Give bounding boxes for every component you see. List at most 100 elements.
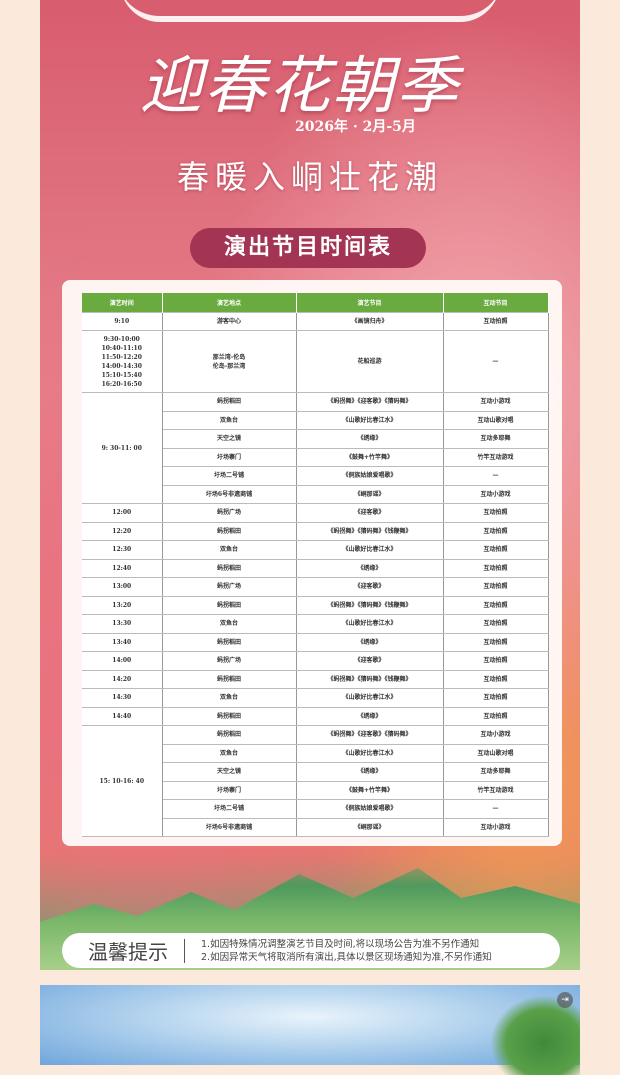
- table-row: 圩场二号铺 《侗族姑娘爱唱歌》 —: [82, 466, 549, 486]
- table-row: 13:30 双鱼台 《山歌好比春江水》 互动拍照: [82, 614, 549, 634]
- subtitle: 春暖入峒壮花潮: [176, 158, 443, 196]
- event-date: 2026年 · 2月-5月: [295, 119, 416, 135]
- cell-location: 蚂拐稻田: [162, 595, 297, 615]
- cell-location: 圩场寨门: [162, 447, 297, 467]
- cell-time: 14:00: [82, 651, 163, 671]
- schedule-table: 演艺时间 演艺地点 演艺节目 互动节目 9:10 游客中心 《画镜归舟》 互动拍照 9:…: [82, 293, 549, 837]
- cell-interactive: 互动拍照: [443, 688, 549, 708]
- exit-fullscreen-icon[interactable]: ⇥: [557, 992, 573, 1008]
- table-row: 13:20 蚂拐稻田 《蚂拐舞》《猜码舞》《钱鞭舞》 互动拍照: [82, 595, 549, 615]
- cell-location: 蚂拐广场: [162, 651, 297, 671]
- cell-interactive: 互动拍照: [443, 595, 549, 615]
- table-row: 14:00 蚂拐广场 《迎客歌》 互动拍照: [82, 651, 549, 671]
- cell-time: 12:20: [82, 521, 163, 541]
- cell-program: 《绣缘》: [296, 429, 444, 449]
- cell-interactive: 互动小游戏: [443, 392, 549, 412]
- table-row: 圩场寨门 《鼓舞+竹竿舞》 竹竿互动游戏: [82, 780, 549, 800]
- cell-program: 《侗族姑娘爱唱歌》: [296, 466, 444, 486]
- table-row: 圩场6号非遗商铺 《峒那谣》 互动小游戏: [82, 484, 549, 504]
- cell-program: 《蚂拐舞》《猜码舞》《钱鞭舞》: [296, 595, 444, 615]
- cell-location: 圩场二号铺: [162, 466, 297, 486]
- cell-program: 《蚂拐舞》《猜码舞》《钱鞭舞》: [296, 521, 444, 541]
- cell-program: 《画镜归舟》: [296, 311, 444, 331]
- tip-line: 2.如因异常天气将取消所有演出,具体以景区现场通知为准,不另作通知: [201, 951, 492, 963]
- cell-interactive: 互动多耶舞: [443, 762, 549, 782]
- cell-location: 圩场寨门: [162, 780, 297, 800]
- cell-program: 《迎客歌》: [296, 651, 444, 671]
- table-row: 14:30 双鱼台 《山歌好比春江水》 互动拍照: [82, 688, 549, 708]
- cell-program: 《绣缘》: [296, 632, 444, 652]
- cell-location: 蚂拐稻田: [162, 521, 297, 541]
- cell-program: 《蚂拐舞》《迎客歌》《猜码舞》: [296, 725, 444, 745]
- table-row: 圩场6号非遗商铺 《峒那谣》 互动小游戏: [82, 817, 549, 837]
- cell-interactive: 竹竿互动游戏: [443, 780, 549, 800]
- cell-interactive: —: [443, 330, 549, 393]
- tip-line: 1.如因特殊情况调整演艺节目及时间,将以现场公告为准不另作通知: [201, 938, 480, 950]
- cell-program: 《山歌好比春江水》: [296, 410, 444, 430]
- cell-interactive: 互动拍照: [443, 503, 549, 523]
- table-row: 12:00 蚂拐广场 《迎客歌》 互动拍照: [82, 503, 549, 523]
- table-row: 13:00 蚂拐广场 《迎客歌》 互动拍照: [82, 577, 549, 597]
- cell-interactive: 互动小游戏: [443, 725, 549, 745]
- cell-time: 15: 10-16: 40: [82, 725, 163, 837]
- cell-location: 那兰湾-伦岛 伦岛-那兰湾: [162, 330, 297, 393]
- cell-time: 13:30: [82, 614, 163, 634]
- cell-time: 13:00: [82, 577, 163, 597]
- tips-title: 温馨提示: [88, 940, 168, 964]
- main-title: 迎春花朝季: [140, 49, 461, 122]
- cell-location: 双鱼台: [162, 614, 297, 634]
- table-row: 双鱼台 《山歌好比春江水》 互动山歌对唱: [82, 410, 549, 430]
- cell-location: 蚂拐稻田: [162, 558, 297, 578]
- event-poster: 迎春花朝季 2026年 · 2月-5月 春暖入峒壮花潮 演出节目时间表 演艺时间…: [40, 0, 580, 970]
- table-header-row: 演艺时间 演艺地点 演艺节目 互动节目: [82, 293, 549, 312]
- header-program: 演艺节目: [296, 293, 444, 312]
- cell-interactive: 互动拍照: [443, 651, 549, 671]
- cell-program: 《绣缘》: [296, 762, 444, 782]
- divider: [184, 938, 185, 963]
- cell-location: 蚂拐广场: [162, 503, 297, 523]
- cell-program: 《鼓舞+竹竿舞》: [296, 447, 444, 467]
- cell-program: 《蚂拐舞》《猜码舞》《钱鞭舞》: [296, 669, 444, 689]
- table-row: 12:20 蚂拐稻田 《蚂拐舞》《猜码舞》《钱鞭舞》 互动拍照: [82, 521, 549, 541]
- cell-program: 《鼓舞+竹竿舞》: [296, 780, 444, 800]
- header-location: 演艺地点: [162, 293, 297, 312]
- cell-interactive: 互动拍照: [443, 311, 549, 331]
- cell-program: 《迎客歌》: [296, 577, 444, 597]
- cell-interactive: 互动拍照: [443, 558, 549, 578]
- cell-location: 游客中心: [162, 311, 297, 331]
- cell-location: 蚂拐稻田: [162, 706, 297, 726]
- table-row: 天空之镜 《绣缘》 互动多耶舞: [82, 762, 549, 782]
- table-row: 双鱼台 《山歌好比春江水》 互动山歌对唱: [82, 743, 549, 763]
- cell-time: 12:30: [82, 540, 163, 560]
- title-decoration: [120, 0, 500, 22]
- cell-time: 9: 30-11: 00: [82, 392, 163, 504]
- table-row: 12:40 蚂拐稻田 《绣缘》 互动拍照: [82, 558, 549, 578]
- table-row: 天空之镜 《绣缘》 互动多耶舞: [82, 429, 549, 449]
- cell-program: 《峒那谣》: [296, 484, 444, 504]
- cell-location: 圩场6号非遗商铺: [162, 817, 297, 837]
- tips-banner: 温馨提示 1.如因特殊情况调整演艺节目及时间,将以现场公告为准不另作通知 2.如…: [62, 933, 560, 968]
- cell-location: 双鱼台: [162, 410, 297, 430]
- cell-location: 蚂拐广场: [162, 577, 297, 597]
- cell-interactive: 互动多耶舞: [443, 429, 549, 449]
- cell-time: 12:40: [82, 558, 163, 578]
- table-row: 14:20 蚂拐稻田 《蚂拐舞》《猜码舞》《钱鞭舞》 互动拍照: [82, 669, 549, 689]
- cell-program: 《蚂拐舞》《迎客歌》《猜码舞》: [296, 392, 444, 412]
- cell-interactive: 竹竿互动游戏: [443, 447, 549, 467]
- table-row: 15: 10-16: 40 蚂拐稻田 《蚂拐舞》《迎客歌》《猜码舞》 互动小游戏: [82, 725, 549, 837]
- cell-interactive: 互动拍照: [443, 614, 549, 634]
- table-row: 12:30 双鱼台 《山歌好比春江水》 互动拍照: [82, 540, 549, 560]
- cell-location: 圩场6号非遗商铺: [162, 484, 297, 504]
- cell-interactive: 互动拍照: [443, 669, 549, 689]
- cell-interactive: 互动拍照: [443, 540, 549, 560]
- cell-location: 圩场二号铺: [162, 799, 297, 819]
- cell-location: 天空之镜: [162, 429, 297, 449]
- tree: [490, 995, 580, 1075]
- cell-time: 13:20: [82, 595, 163, 615]
- cell-interactive: —: [443, 799, 549, 819]
- cell-program: 《山歌好比春江水》: [296, 614, 444, 634]
- header-time: 演艺时间: [82, 293, 163, 312]
- cell-time: 14:30: [82, 688, 163, 708]
- cell-program: 《侗族姑娘爱唱歌》: [296, 799, 444, 819]
- cell-program: 《山歌好比春江水》: [296, 540, 444, 560]
